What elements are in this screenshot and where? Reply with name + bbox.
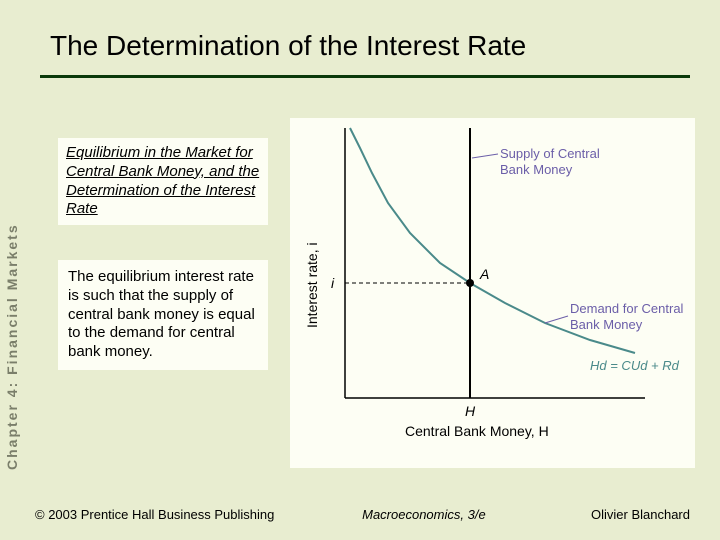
slide-footer: © 2003 Prentice Hall Business Publishing… xyxy=(35,507,690,522)
svg-text:Bank Money: Bank Money xyxy=(570,317,643,332)
footer-book: Macroeconomics, 3/e xyxy=(322,507,527,522)
svg-text:Supply of Central: Supply of Central xyxy=(500,146,600,161)
svg-text:A: A xyxy=(479,266,489,282)
svg-text:Interest rate, i: Interest rate, i xyxy=(304,242,320,328)
svg-text:Hd = CUd + Rd: Hd = CUd + Rd xyxy=(590,358,680,373)
title-underline xyxy=(40,75,690,78)
svg-text:i: i xyxy=(331,275,335,291)
equilibrium-chart: Ai H Central Bank Money, H Interest rate, i… xyxy=(290,118,695,468)
chapter-sidebar-label: Chapter 4: Financial Markets xyxy=(4,223,20,470)
figure-caption: Equilibrium in the Market for Central Ba… xyxy=(58,138,268,225)
svg-text:H: H xyxy=(465,403,476,419)
svg-text:Central Bank Money, H: Central Bank Money, H xyxy=(405,423,549,439)
slide-title: The Determination of the Interest Rate xyxy=(50,30,690,62)
footer-copyright: © 2003 Prentice Hall Business Publishing xyxy=(35,507,322,522)
svg-text:Demand for Central: Demand for Central xyxy=(570,301,684,316)
body-text: The equilibrium interest rate is such th… xyxy=(58,260,268,370)
footer-author: Olivier Blanchard xyxy=(526,507,690,522)
svg-text:Bank Money: Bank Money xyxy=(500,162,573,177)
